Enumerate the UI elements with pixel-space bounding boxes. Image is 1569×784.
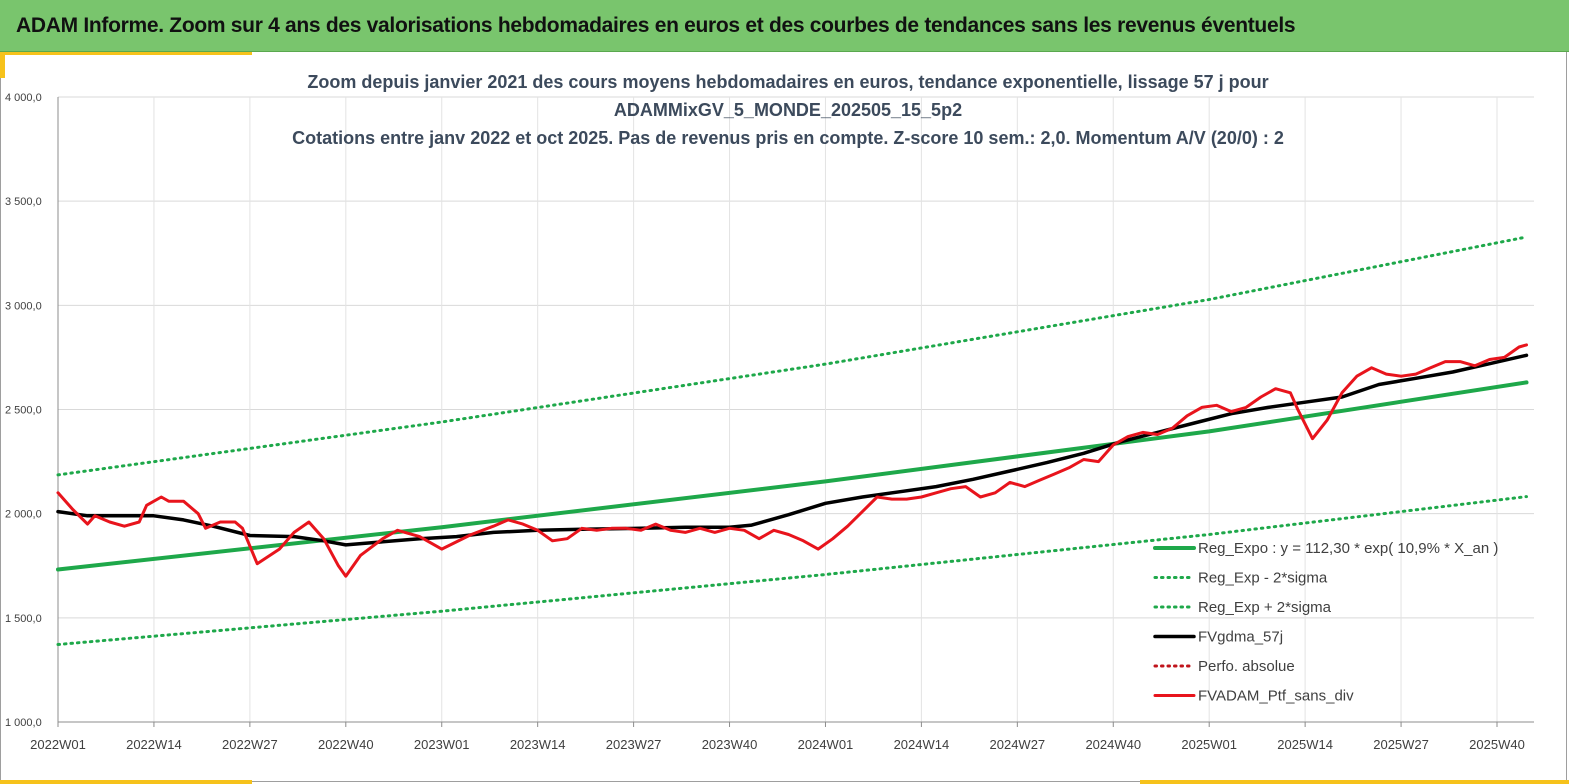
axes: 1 000,0 1 500,0 2 000,0 2 500,0 3 000,0 3 500… bbox=[5, 92, 1534, 752]
chart-title-line-2: ADAMMixGV_5_MONDE_202505_15_5p2 bbox=[614, 100, 962, 120]
y-tick-label: 1 000,0 bbox=[5, 717, 42, 729]
legend: Reg_Expo : y = 112,30 * exp( 10,9% * X_a… bbox=[1153, 540, 1498, 705]
yellow-accent-left bbox=[0, 52, 5, 78]
yellow-accent-top-left bbox=[0, 52, 252, 55]
header-bar: ADAM Informe. Zoom sur 4 ans des valoris… bbox=[0, 0, 1569, 52]
yellow-accent-bottom-right bbox=[1140, 780, 1569, 784]
x-tick-label: 2025W40 bbox=[1469, 737, 1525, 752]
x-tick-label: 2025W01 bbox=[1181, 737, 1237, 752]
legend-label: FVADAM_Ptf_sans_div bbox=[1198, 688, 1354, 705]
series-line-1 bbox=[56, 495, 1528, 646]
x-tick-label: 2023W14 bbox=[510, 737, 566, 752]
y-tick-label: 3 000,0 bbox=[5, 300, 42, 312]
x-tick-label: 2024W01 bbox=[798, 737, 854, 752]
x-tick-label: 2023W27 bbox=[606, 737, 662, 752]
y-tick-label: 2 500,0 bbox=[5, 405, 42, 417]
x-tick-label: 2022W01 bbox=[30, 737, 86, 752]
legend-label: Reg_Exp + 2*sigma bbox=[1198, 599, 1332, 616]
series-group bbox=[56, 235, 1529, 646]
y-tick-label: 2 000,0 bbox=[5, 509, 42, 521]
x-tick-label: 2025W27 bbox=[1373, 737, 1429, 752]
x-tick-label: 2024W40 bbox=[1085, 737, 1141, 752]
y-tick-label: 3 500,0 bbox=[5, 196, 42, 208]
grid bbox=[57, 96, 1534, 723]
page-title: ADAM Informe. Zoom sur 4 ans des valoris… bbox=[16, 14, 1296, 37]
legend-label: FVgdma_57j bbox=[1198, 629, 1283, 646]
chart-title-line-1: Zoom depuis janvier 2021 des cours moyen… bbox=[307, 72, 1268, 92]
series-line-3 bbox=[56, 353, 1529, 547]
yellow-accent-bottom-left bbox=[0, 780, 252, 784]
chart-title-line-3: Cotations entre janv 2022 et oct 2025. P… bbox=[292, 128, 1284, 148]
x-tick-label: 2025W14 bbox=[1277, 737, 1333, 752]
x-tick-label: 2024W14 bbox=[894, 737, 950, 752]
series-line-2 bbox=[56, 235, 1528, 477]
chart-title: Zoom depuis janvier 2021 des cours moyen… bbox=[292, 72, 1284, 148]
x-tick-label: 2024W27 bbox=[990, 737, 1046, 752]
x-tick-label: 2022W27 bbox=[222, 737, 278, 752]
legend-label: Perfo. absolue bbox=[1198, 658, 1295, 675]
legend-label: Reg_Expo : y = 112,30 * exp( 10,9% * X_a… bbox=[1198, 540, 1498, 557]
series-line-0 bbox=[56, 380, 1529, 572]
y-tick-label: 1 500,0 bbox=[5, 613, 42, 625]
legend-label: Reg_Exp - 2*sigma bbox=[1198, 570, 1328, 587]
x-tick-label: 2022W14 bbox=[126, 737, 182, 752]
x-tick-label: 2023W40 bbox=[702, 737, 758, 752]
x-tick-label: 2023W01 bbox=[414, 737, 470, 752]
x-tick-label: 2022W40 bbox=[318, 737, 374, 752]
y-tick-label: 4 000,0 bbox=[5, 92, 42, 104]
series-line-5 bbox=[56, 343, 1528, 578]
